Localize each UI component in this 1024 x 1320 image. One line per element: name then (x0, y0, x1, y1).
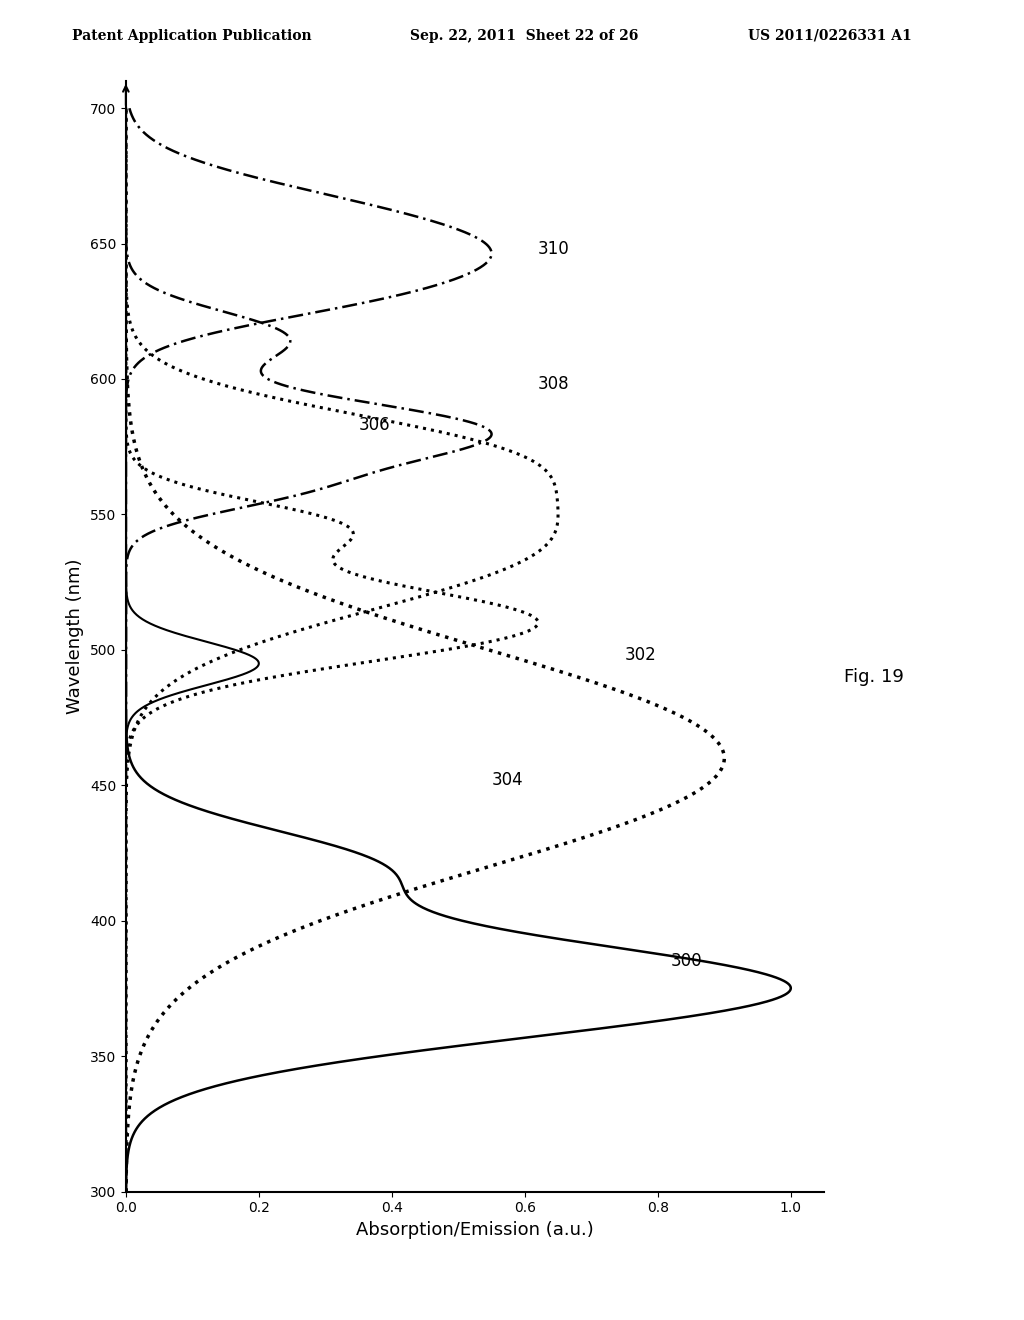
Text: 300: 300 (671, 953, 702, 970)
Text: Sep. 22, 2011  Sheet 22 of 26: Sep. 22, 2011 Sheet 22 of 26 (410, 29, 638, 42)
X-axis label: Absorption/Emission (a.u.): Absorption/Emission (a.u.) (356, 1221, 594, 1239)
Text: 304: 304 (492, 771, 523, 789)
Text: 310: 310 (539, 240, 570, 257)
Text: Fig. 19: Fig. 19 (844, 668, 904, 686)
Text: US 2011/0226331 A1: US 2011/0226331 A1 (748, 29, 911, 42)
Text: Patent Application Publication: Patent Application Publication (72, 29, 311, 42)
Y-axis label: Wavelength (nm): Wavelength (nm) (67, 558, 84, 714)
Text: 306: 306 (358, 416, 390, 434)
Text: 302: 302 (625, 647, 656, 664)
Text: 308: 308 (539, 375, 569, 393)
